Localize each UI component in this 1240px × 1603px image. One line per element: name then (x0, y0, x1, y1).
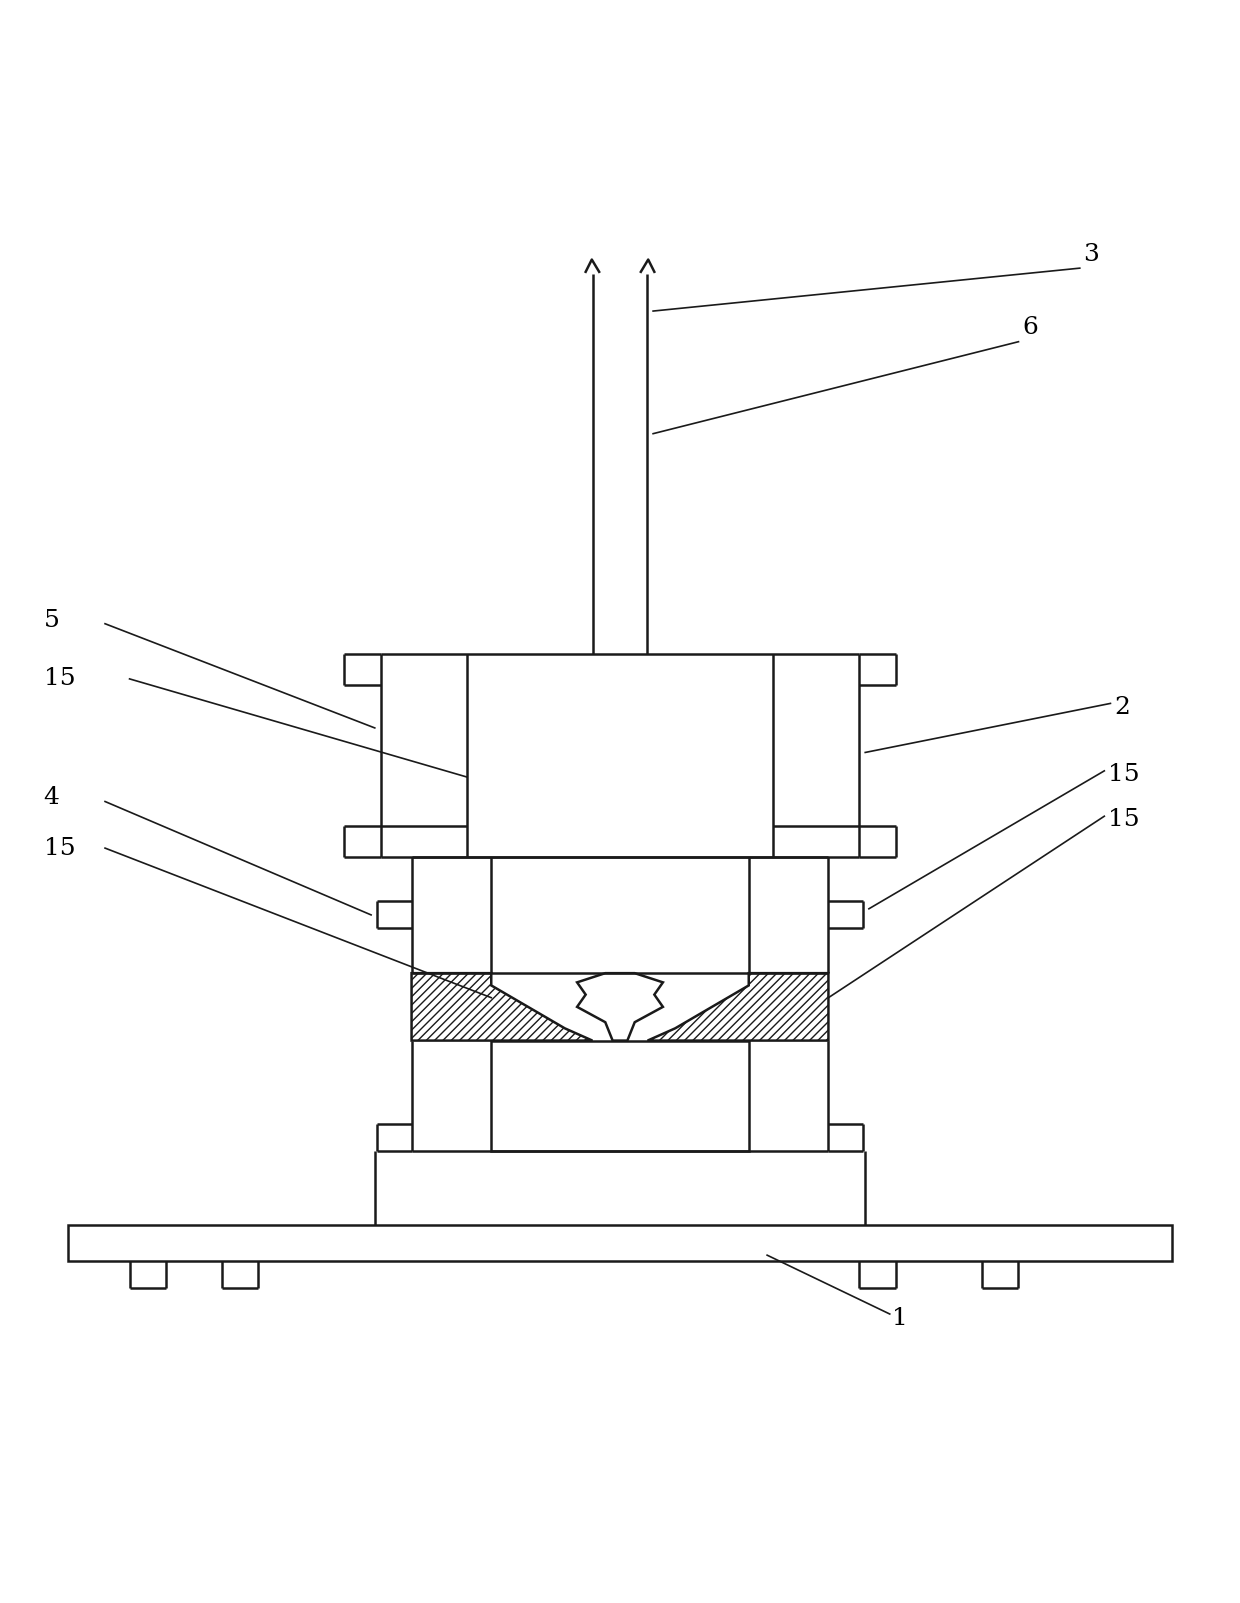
Text: 1: 1 (893, 1308, 908, 1330)
Polygon shape (412, 973, 593, 1040)
Text: 2: 2 (1114, 696, 1130, 718)
Text: 15: 15 (43, 667, 76, 691)
Text: 5: 5 (43, 609, 60, 632)
Text: 15: 15 (1109, 808, 1140, 832)
Text: 15: 15 (43, 837, 76, 859)
Polygon shape (647, 973, 828, 1040)
Bar (491, 1040, 749, 1151)
Text: 6: 6 (1022, 316, 1038, 340)
Polygon shape (577, 973, 663, 1040)
Text: 4: 4 (43, 787, 60, 810)
Text: 3: 3 (1084, 242, 1100, 266)
Bar (68, 1225, 1172, 1262)
Text: 15: 15 (1109, 763, 1140, 785)
